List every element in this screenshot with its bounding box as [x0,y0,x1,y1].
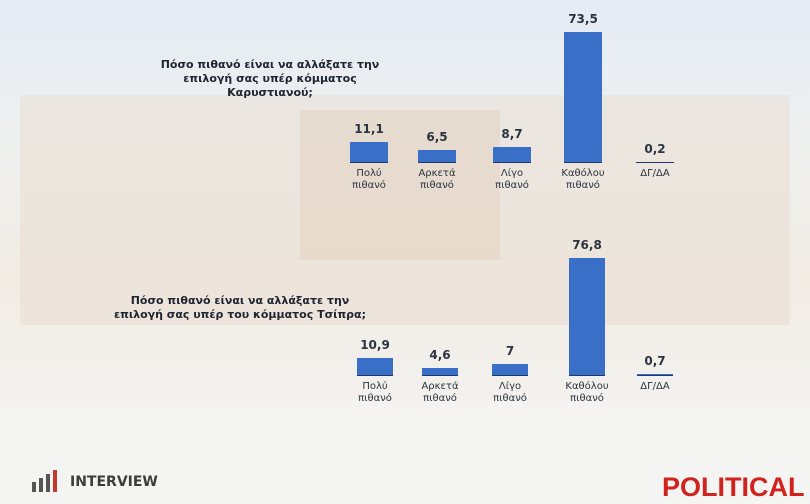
baseline [492,375,528,376]
bar [569,258,605,375]
interview-logo: INTERVIEW [70,474,158,490]
category-label: Πολύ πιθανό [358,381,392,404]
category-label: Καθόλου πιθανό [565,381,609,404]
value-label: 6,5 [426,130,448,145]
value-label: 73,5 [568,11,598,26]
category-label: Καθόλου πιθανό [561,168,605,191]
bar [350,142,388,162]
bar [492,364,528,375]
value-label: 76,8 [572,238,602,253]
value-label: 0,7 [644,353,666,368]
baseline [569,375,605,376]
political-logo: POLITICAL [662,472,805,502]
bar [418,150,456,162]
background-portico [300,110,500,260]
value-label: 0,2 [644,141,666,156]
bar [564,31,602,162]
category-label: Λίγο πιθανό [495,168,529,191]
background-ground [0,400,810,504]
baseline [418,162,456,163]
value-label: 4,6 [429,348,451,362]
chart-title: Πόσο πιθανό είναι να αλλάξατε την επιλογ… [160,58,380,99]
baseline [564,162,602,163]
bar [422,368,458,375]
value-label: 10,9 [360,338,390,353]
baseline [493,162,531,163]
category-label: Πολύ πιθανό [352,168,386,191]
chart-title: Πόσο πιθανό είναι να αλλάξατε την επιλογ… [114,294,366,321]
value-label: 8,7 [501,126,523,141]
baseline [637,375,673,376]
baseline [422,375,458,376]
interview-icon [32,470,57,492]
value-label: 7 [505,344,515,359]
baseline [636,162,674,163]
category-label: ΔΓ/ΔΑ [640,381,670,392]
bar [493,146,531,162]
bar [357,358,393,375]
baseline [357,375,393,376]
category-label: Αρκετά πιθανό [418,168,456,191]
category-label: Αρκετά πιθανό [421,381,459,404]
baseline [350,162,388,163]
value-label: 11,1 [354,122,384,137]
category-label: ΔΓ/ΔΑ [640,168,670,179]
bar [637,373,673,375]
category-label: Λίγο πιθανό [493,381,527,404]
